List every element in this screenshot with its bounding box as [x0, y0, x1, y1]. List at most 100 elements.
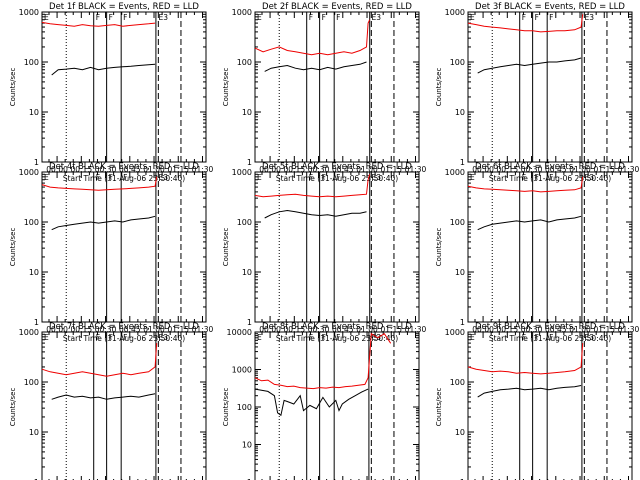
y-tick-label: 100 — [237, 58, 252, 67]
x-tick-label: 00:15 — [70, 165, 92, 174]
x-tick-label: 00:45 — [332, 325, 354, 334]
plot-frame — [254, 171, 420, 323]
segment-label-end: E3 — [372, 173, 382, 182]
event-marker-label: F — [535, 173, 539, 182]
series-lld-line — [41, 176, 158, 191]
event-marker-label: F — [549, 333, 553, 342]
x-tick-label: 01:00 — [356, 165, 378, 174]
event-marker-label: F — [336, 173, 340, 182]
x-tick-label: 00:15 — [283, 165, 305, 174]
chart-panel-3: Det 3f BLACK = Events, RED = LLD 1 10 100 10… — [435, 2, 640, 183]
y-tick-label: 10000 — [227, 328, 252, 337]
event-marker-label: F — [322, 173, 326, 182]
segment-label-end: E3 — [159, 333, 169, 342]
x-tick-label: 01:30 — [192, 325, 214, 334]
x-tick-label: 00:30 — [521, 325, 543, 334]
event-marker-label: F — [522, 173, 526, 182]
x-tick-label: 00:45 — [119, 165, 141, 174]
x-tick-label: 00:30 — [95, 165, 117, 174]
series-lld-line — [467, 176, 584, 193]
segment-label-start: E — [470, 13, 475, 22]
x-tick-label: 00:45 — [545, 325, 567, 334]
y-tick-label: 1000 — [19, 8, 39, 17]
y-axis-label: Counts/sec — [9, 68, 17, 107]
chart-panel-2: Det 2f BLACK = Events, RED = LLD 1 10 100 10… — [222, 2, 427, 183]
x-tick-label: 01:15 — [167, 325, 189, 334]
event-marker-label: F — [549, 13, 553, 22]
y-tick-label: 1 — [460, 158, 465, 167]
series-lld-line — [254, 332, 392, 390]
segment-label-end: E3 — [159, 13, 169, 22]
plot-frame — [41, 11, 207, 163]
x-tick-label: 01:30 — [405, 325, 427, 334]
x-tick-label: 01:00 — [569, 325, 591, 334]
event-marker-label: F — [96, 333, 100, 342]
chart-panel-7: Det 7f BLACK = Events, RED = LLD 1 10 100 10… — [9, 322, 207, 480]
segment-label-start: E — [257, 13, 262, 22]
y-tick-label: 1000 — [445, 8, 465, 17]
x-tick-label: 00:30 — [308, 165, 330, 174]
segment-label-end: E3 — [585, 173, 595, 182]
y-tick-label: 10 — [29, 268, 39, 277]
event-marker-label: F — [123, 333, 127, 342]
y-tick-label: 100 — [24, 218, 39, 227]
y-tick-label: 1000 — [232, 168, 252, 177]
y-tick-label: 100 — [24, 58, 39, 67]
segment-label-start: E — [257, 333, 262, 342]
event-marker-label: F — [96, 13, 100, 22]
series-events-line — [51, 215, 156, 231]
plot-frame — [254, 11, 420, 163]
y-tick-label: 100 — [237, 218, 252, 227]
y-tick-label: 10 — [455, 108, 465, 117]
segment-label-start: E — [470, 173, 475, 182]
x-tick-label: 00:00 — [472, 325, 494, 334]
y-tick-label: 100 — [24, 378, 39, 387]
y-tick-label: 1 — [460, 478, 465, 480]
series-events-line — [51, 63, 156, 76]
y-tick-label: 1000 — [232, 8, 252, 17]
chart-panel-8: Det 8f BLACK = Events, RED = LLD 1 10 100 10… — [222, 322, 420, 480]
x-tick-label: 01:00 — [356, 325, 378, 334]
y-tick-label: 10 — [29, 108, 39, 117]
x-tick-label: 01:15 — [167, 165, 189, 174]
series-lld-line — [254, 19, 371, 56]
event-marker-label: F — [309, 13, 313, 22]
x-tick-label: 00:00 — [472, 165, 494, 174]
y-axis-label: Counts/sec — [435, 388, 443, 427]
series-events-line — [51, 393, 156, 400]
x-tick-label: 00:15 — [496, 165, 518, 174]
x-tick-label: 00:00 — [259, 165, 281, 174]
y-tick-label: 1000 — [445, 168, 465, 177]
y-tick-label: 1 — [460, 318, 465, 327]
chart-title: Det 7f BLACK = Events, RED = LLD — [49, 322, 199, 332]
segment-label-end: E3 — [585, 333, 595, 342]
event-marker-label: F — [109, 333, 113, 342]
x-tick-label: 00:45 — [332, 165, 354, 174]
y-tick-label: 10 — [29, 428, 39, 437]
x-tick-label: 00:15 — [283, 325, 305, 334]
event-marker-label: F — [309, 173, 313, 182]
y-tick-label: 10 — [455, 428, 465, 437]
series-events-line — [254, 388, 369, 417]
x-axis-label: Start Time (31-Aug-06 23:50:40) — [276, 174, 398, 183]
plot-frame — [41, 171, 207, 323]
segment-label-start: E — [470, 333, 475, 342]
y-tick-label: 1 — [247, 318, 252, 327]
segment-label-start: E — [257, 173, 262, 182]
event-marker-label: F — [109, 173, 113, 182]
event-marker-label: F — [336, 13, 340, 22]
y-tick-label: 100 — [450, 58, 465, 67]
y-tick-label: 1000 — [445, 328, 465, 337]
event-marker-label: F — [123, 173, 127, 182]
x-axis-label: Start Time (31-Aug-06 23:50:40) — [489, 334, 611, 343]
segment-label-start: E — [44, 173, 49, 182]
series-lld-line — [41, 343, 158, 377]
chart-panel-9: Det 9f BLACK = Events, RED = LLD 1 10 100 10… — [435, 322, 633, 480]
event-marker-label: F — [96, 173, 100, 182]
x-tick-label: 00:00 — [259, 325, 281, 334]
event-marker-label: F — [309, 333, 313, 342]
chart-panel-1: Det 1f BLACK = Events, RED = LLD 1 10 100 10… — [9, 2, 214, 183]
y-tick-label: 10 — [455, 268, 465, 277]
chart-panel-6: Det 6f BLACK = Events, RED = LLD 1 10 100 10… — [435, 162, 640, 343]
series-lld-line — [467, 343, 584, 375]
